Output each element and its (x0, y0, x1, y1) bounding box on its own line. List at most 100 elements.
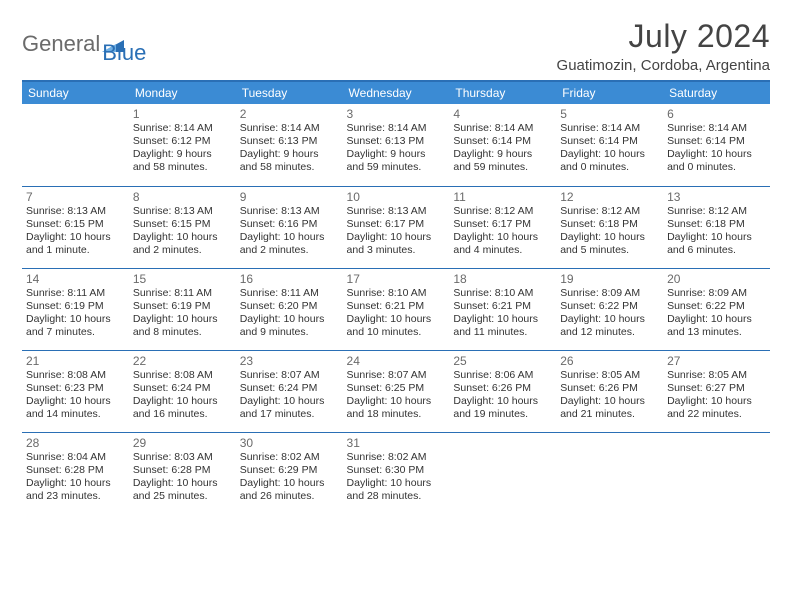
day-number: 23 (240, 354, 339, 368)
calendar-day-cell: 17Sunrise: 8:10 AMSunset: 6:21 PMDayligh… (343, 268, 450, 350)
day-number: 14 (26, 272, 125, 286)
calendar-day-cell: 12Sunrise: 8:12 AMSunset: 6:18 PMDayligh… (556, 186, 663, 268)
day-number: 18 (453, 272, 552, 286)
calendar-day-cell: 21Sunrise: 8:08 AMSunset: 6:23 PMDayligh… (22, 350, 129, 432)
calendar-empty-cell (449, 432, 556, 514)
calendar-day-cell: 4Sunrise: 8:14 AMSunset: 6:14 PMDaylight… (449, 104, 556, 186)
calendar-body: 1Sunrise: 8:14 AMSunset: 6:12 PMDaylight… (22, 104, 770, 514)
weekday-header: Thursday (449, 82, 556, 104)
day-number: 7 (26, 190, 125, 204)
calendar-day-cell: 14Sunrise: 8:11 AMSunset: 6:19 PMDayligh… (22, 268, 129, 350)
day-info: Sunrise: 8:14 AMSunset: 6:14 PMDaylight:… (560, 122, 659, 175)
calendar-day-cell: 9Sunrise: 8:13 AMSunset: 6:16 PMDaylight… (236, 186, 343, 268)
page-title: July 2024 (557, 18, 770, 55)
calendar-day-cell: 23Sunrise: 8:07 AMSunset: 6:24 PMDayligh… (236, 350, 343, 432)
day-info: Sunrise: 8:14 AMSunset: 6:14 PMDaylight:… (667, 122, 766, 175)
day-info: Sunrise: 8:06 AMSunset: 6:26 PMDaylight:… (453, 369, 552, 422)
title-block: July 2024 Guatimozin, Cordoba, Argentina (557, 18, 770, 74)
calendar-day-cell: 24Sunrise: 8:07 AMSunset: 6:25 PMDayligh… (343, 350, 450, 432)
calendar-day-cell: 6Sunrise: 8:14 AMSunset: 6:14 PMDaylight… (663, 104, 770, 186)
calendar-week-row: 7Sunrise: 8:13 AMSunset: 6:15 PMDaylight… (22, 186, 770, 268)
day-number: 2 (240, 107, 339, 121)
day-number: 21 (26, 354, 125, 368)
calendar-day-cell: 30Sunrise: 8:02 AMSunset: 6:29 PMDayligh… (236, 432, 343, 514)
calendar-day-cell: 28Sunrise: 8:04 AMSunset: 6:28 PMDayligh… (22, 432, 129, 514)
day-number: 1 (133, 107, 232, 121)
weekday-header: Saturday (663, 82, 770, 104)
day-info: Sunrise: 8:13 AMSunset: 6:17 PMDaylight:… (347, 205, 446, 258)
day-number: 31 (347, 436, 446, 450)
weekday-header: Friday (556, 82, 663, 104)
calendar-day-cell: 2Sunrise: 8:14 AMSunset: 6:13 PMDaylight… (236, 104, 343, 186)
calendar-day-cell: 31Sunrise: 8:02 AMSunset: 6:30 PMDayligh… (343, 432, 450, 514)
day-info: Sunrise: 8:13 AMSunset: 6:15 PMDaylight:… (133, 205, 232, 258)
day-number: 10 (347, 190, 446, 204)
day-number: 5 (560, 107, 659, 121)
day-info: Sunrise: 8:11 AMSunset: 6:20 PMDaylight:… (240, 287, 339, 340)
day-info: Sunrise: 8:14 AMSunset: 6:12 PMDaylight:… (133, 122, 232, 175)
brand-text-2: Blue (102, 40, 146, 66)
day-number: 9 (240, 190, 339, 204)
day-info: Sunrise: 8:13 AMSunset: 6:16 PMDaylight:… (240, 205, 339, 258)
day-info: Sunrise: 8:12 AMSunset: 6:17 PMDaylight:… (453, 205, 552, 258)
day-info: Sunrise: 8:09 AMSunset: 6:22 PMDaylight:… (667, 287, 766, 340)
day-number: 30 (240, 436, 339, 450)
calendar-empty-cell (663, 432, 770, 514)
day-info: Sunrise: 8:11 AMSunset: 6:19 PMDaylight:… (133, 287, 232, 340)
day-number: 27 (667, 354, 766, 368)
calendar-day-cell: 27Sunrise: 8:05 AMSunset: 6:27 PMDayligh… (663, 350, 770, 432)
day-number: 19 (560, 272, 659, 286)
day-info: Sunrise: 8:08 AMSunset: 6:23 PMDaylight:… (26, 369, 125, 422)
header: General Blue July 2024 Guatimozin, Cordo… (22, 18, 770, 74)
brand-logo: General Blue (22, 22, 146, 66)
calendar-day-cell: 15Sunrise: 8:11 AMSunset: 6:19 PMDayligh… (129, 268, 236, 350)
day-info: Sunrise: 8:10 AMSunset: 6:21 PMDaylight:… (453, 287, 552, 340)
day-number: 16 (240, 272, 339, 286)
calendar-week-row: 1Sunrise: 8:14 AMSunset: 6:12 PMDaylight… (22, 104, 770, 186)
calendar-day-cell: 7Sunrise: 8:13 AMSunset: 6:15 PMDaylight… (22, 186, 129, 268)
day-number: 13 (667, 190, 766, 204)
day-number: 6 (667, 107, 766, 121)
calendar-table: SundayMondayTuesdayWednesdayThursdayFrid… (22, 82, 770, 514)
day-number: 26 (560, 354, 659, 368)
day-info: Sunrise: 8:04 AMSunset: 6:28 PMDaylight:… (26, 451, 125, 504)
day-info: Sunrise: 8:11 AMSunset: 6:19 PMDaylight:… (26, 287, 125, 340)
day-number: 17 (347, 272, 446, 286)
calendar-day-cell: 25Sunrise: 8:06 AMSunset: 6:26 PMDayligh… (449, 350, 556, 432)
calendar-week-row: 14Sunrise: 8:11 AMSunset: 6:19 PMDayligh… (22, 268, 770, 350)
weekday-header: Wednesday (343, 82, 450, 104)
weekday-header: Monday (129, 82, 236, 104)
day-number: 15 (133, 272, 232, 286)
day-number: 3 (347, 107, 446, 121)
day-number: 28 (26, 436, 125, 450)
day-info: Sunrise: 8:08 AMSunset: 6:24 PMDaylight:… (133, 369, 232, 422)
location-subtitle: Guatimozin, Cordoba, Argentina (557, 57, 770, 74)
calendar-day-cell: 19Sunrise: 8:09 AMSunset: 6:22 PMDayligh… (556, 268, 663, 350)
day-number: 24 (347, 354, 446, 368)
brand-text-1: General (22, 31, 100, 57)
day-info: Sunrise: 8:05 AMSunset: 6:26 PMDaylight:… (560, 369, 659, 422)
day-number: 22 (133, 354, 232, 368)
calendar-day-cell: 8Sunrise: 8:13 AMSunset: 6:15 PMDaylight… (129, 186, 236, 268)
calendar-empty-cell (556, 432, 663, 514)
day-info: Sunrise: 8:07 AMSunset: 6:24 PMDaylight:… (240, 369, 339, 422)
weekday-header-row: SundayMondayTuesdayWednesdayThursdayFrid… (22, 82, 770, 104)
calendar-day-cell: 11Sunrise: 8:12 AMSunset: 6:17 PMDayligh… (449, 186, 556, 268)
calendar-day-cell: 5Sunrise: 8:14 AMSunset: 6:14 PMDaylight… (556, 104, 663, 186)
day-number: 20 (667, 272, 766, 286)
calendar-day-cell: 3Sunrise: 8:14 AMSunset: 6:13 PMDaylight… (343, 104, 450, 186)
day-number: 25 (453, 354, 552, 368)
calendar-day-cell: 10Sunrise: 8:13 AMSunset: 6:17 PMDayligh… (343, 186, 450, 268)
day-info: Sunrise: 8:07 AMSunset: 6:25 PMDaylight:… (347, 369, 446, 422)
day-info: Sunrise: 8:02 AMSunset: 6:30 PMDaylight:… (347, 451, 446, 504)
calendar-day-cell: 18Sunrise: 8:10 AMSunset: 6:21 PMDayligh… (449, 268, 556, 350)
day-info: Sunrise: 8:03 AMSunset: 6:28 PMDaylight:… (133, 451, 232, 504)
calendar-empty-cell (22, 104, 129, 186)
day-number: 4 (453, 107, 552, 121)
day-info: Sunrise: 8:13 AMSunset: 6:15 PMDaylight:… (26, 205, 125, 258)
day-info: Sunrise: 8:12 AMSunset: 6:18 PMDaylight:… (560, 205, 659, 258)
calendar-day-cell: 26Sunrise: 8:05 AMSunset: 6:26 PMDayligh… (556, 350, 663, 432)
day-info: Sunrise: 8:14 AMSunset: 6:13 PMDaylight:… (240, 122, 339, 175)
day-number: 8 (133, 190, 232, 204)
calendar-day-cell: 1Sunrise: 8:14 AMSunset: 6:12 PMDaylight… (129, 104, 236, 186)
